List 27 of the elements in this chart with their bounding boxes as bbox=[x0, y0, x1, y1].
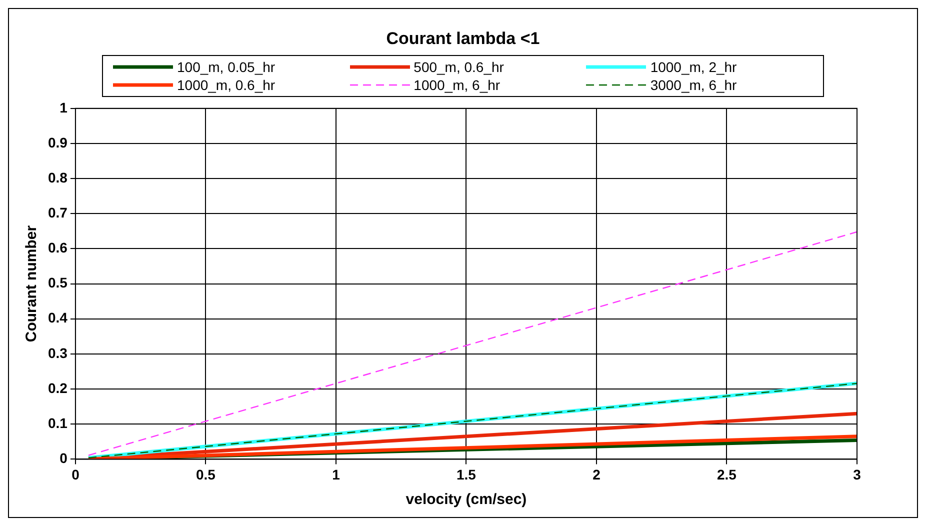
legend-label: 1000_m, 0.6_hr bbox=[177, 77, 276, 93]
y-tick-label: 0 bbox=[60, 450, 68, 466]
y-tick-label: 0.2 bbox=[48, 380, 68, 396]
y-tick-label: 0.1 bbox=[48, 414, 68, 431]
x-tick-label: 2 bbox=[592, 466, 601, 482]
x-tick-label: 1.5 bbox=[456, 466, 476, 482]
x-tick-label: 2.5 bbox=[717, 466, 737, 482]
y-tick-label: 0.9 bbox=[48, 134, 68, 150]
y-tick-label: 1 bbox=[60, 99, 68, 116]
y-tick-label: 0.8 bbox=[48, 169, 68, 186]
y-tick-label: 0.3 bbox=[48, 344, 68, 361]
x-tick-label: 0.5 bbox=[196, 466, 216, 482]
legend-label: 3000_m, 6_hr bbox=[650, 77, 737, 93]
y-tick-label: 0.6 bbox=[48, 240, 68, 256]
y-tick-label: 0.7 bbox=[48, 204, 68, 220]
legend-label: 1000_m, 6_hr bbox=[414, 77, 500, 93]
y-tick-label: 0.4 bbox=[48, 310, 68, 326]
x-tick-label: 0 bbox=[72, 466, 80, 482]
x-tick-label: 3 bbox=[853, 466, 862, 482]
x-axis-title: velocity (cm/sec) bbox=[406, 491, 527, 508]
legend-label: 100_m, 0.05_hr bbox=[177, 59, 276, 75]
y-axis-title: Courant number bbox=[23, 225, 40, 342]
x-tick-label: 1 bbox=[332, 466, 340, 482]
y-tick-label: 0.5 bbox=[48, 274, 68, 291]
legend-label: 1000_m, 2_hr bbox=[650, 59, 737, 75]
legend-label: 500_m, 0.6_hr bbox=[414, 59, 504, 75]
chart-title: Courant lambda <1 bbox=[385, 28, 541, 50]
